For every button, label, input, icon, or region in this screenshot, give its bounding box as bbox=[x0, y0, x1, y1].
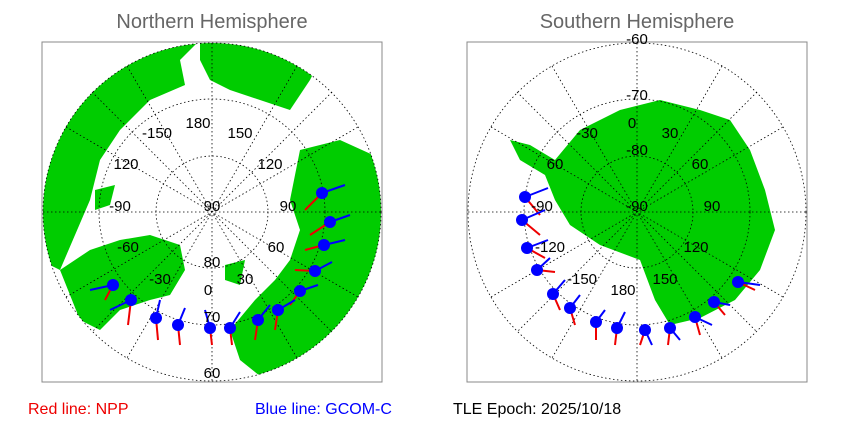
grid-label: 150 bbox=[652, 271, 677, 288]
grid-label: -70 bbox=[626, 87, 648, 104]
grid-label: -60 bbox=[626, 31, 648, 48]
graticule-labels: -60 -70 0 -30 30 -80 60 60 -90 -90 90 -1… bbox=[531, 31, 720, 299]
grid-label: 80 bbox=[204, 254, 221, 271]
tle-epoch: TLE Epoch: 2025/10/18 bbox=[453, 401, 621, 418]
grid-label: -90 bbox=[626, 198, 648, 215]
grid-label: -30 bbox=[576, 125, 598, 142]
panel-title: Northern Hemisphere bbox=[116, 11, 307, 33]
grid-label: 30 bbox=[662, 125, 679, 142]
legend-npp: Red line: NPP bbox=[28, 401, 129, 418]
grid-label: 180 bbox=[610, 282, 635, 299]
satellite-tracks bbox=[516, 187, 761, 346]
grid-label: 60 bbox=[547, 156, 564, 173]
land bbox=[510, 100, 775, 325]
grid-label: 60 bbox=[692, 156, 709, 173]
grid-label: 0 bbox=[628, 115, 636, 132]
grid-label: 150 bbox=[227, 125, 252, 142]
panel-frame bbox=[466, 41, 808, 383]
grid-label: -80 bbox=[626, 142, 648, 159]
grid-label: 0 bbox=[204, 282, 212, 299]
grid-label: 90 bbox=[204, 198, 221, 215]
grid-label: 90 bbox=[704, 198, 721, 215]
grid-label: -120 bbox=[535, 239, 565, 256]
grid-label: 60 bbox=[204, 365, 221, 382]
grid-label: -90 bbox=[109, 198, 131, 215]
grid-label: 60 bbox=[268, 239, 285, 256]
grid-label: -150 bbox=[567, 271, 597, 288]
grid-label: -150 bbox=[142, 125, 172, 142]
grid-label: -60 bbox=[117, 239, 139, 256]
graticule-labels: 180 150 -150 120 120 -90 90 90 -60 60 -3… bbox=[109, 115, 296, 382]
grid-label: 90 bbox=[280, 198, 297, 215]
grid-label: 120 bbox=[257, 156, 282, 173]
graticule bbox=[467, 42, 807, 382]
grid-label: -30 bbox=[149, 271, 171, 288]
grid-label: 70 bbox=[204, 309, 221, 326]
grid-label: 120 bbox=[113, 156, 138, 173]
grid-label: 120 bbox=[683, 239, 708, 256]
panel-frame bbox=[41, 41, 383, 383]
grid-label: -90 bbox=[531, 198, 553, 215]
grid-label: 30 bbox=[237, 271, 254, 288]
legend-gcom: Blue line: GCOM-C bbox=[255, 401, 392, 418]
panel-title: Southern Hemisphere bbox=[540, 11, 735, 33]
grid-label: 180 bbox=[185, 115, 210, 132]
satellite-tracks bbox=[89, 184, 351, 346]
